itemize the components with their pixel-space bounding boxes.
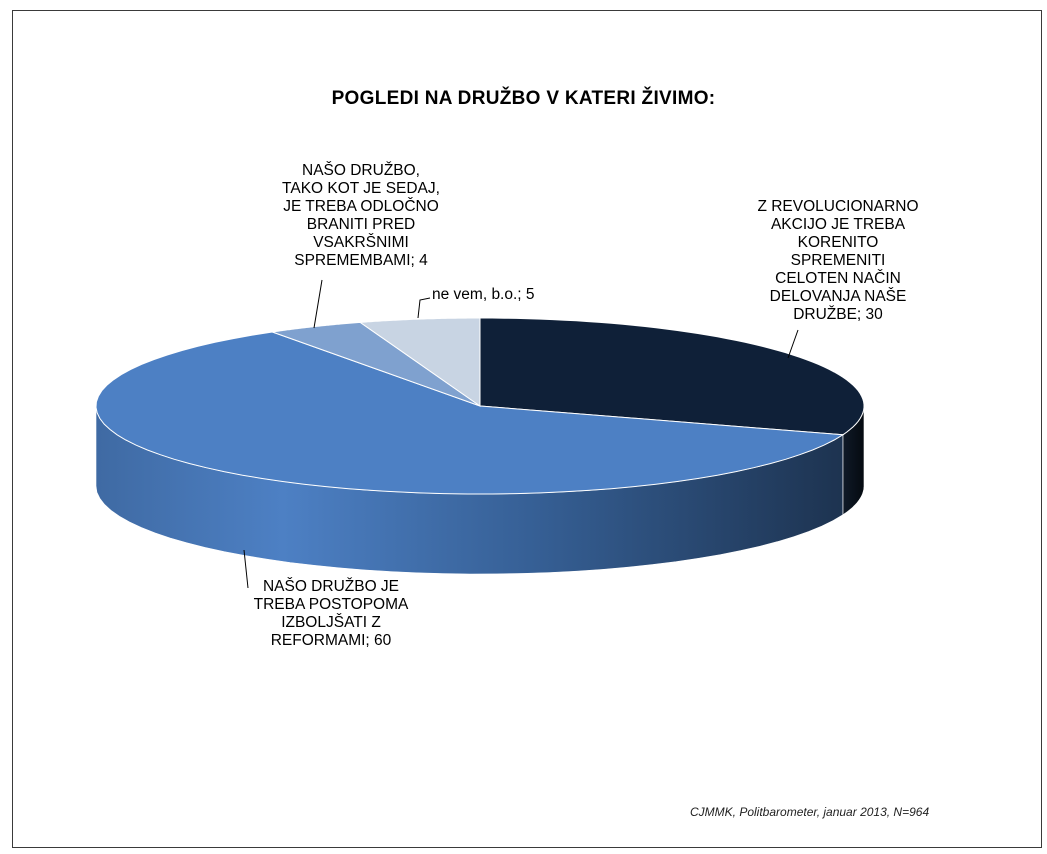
slice-reform bbox=[95, 331, 845, 495]
leader-defend bbox=[313, 279, 323, 329]
label-reform: NAŠO DRUŽBO JE TREBA POSTOPOMA IZBOLJŠAT… bbox=[253, 578, 409, 649]
label-revolution: Z REVOLUCIONARNO AKCIJO JE TREBA KORENIT… bbox=[757, 198, 919, 323]
leader-revolution bbox=[787, 329, 799, 359]
leader-reform bbox=[243, 549, 249, 589]
slice-revolution bbox=[479, 317, 865, 436]
label-defend: NAŠO DRUŽBO, TAKO KOT JE SEDAJ, JE TREBA… bbox=[282, 162, 440, 269]
chart-title: POGLEDI NA DRUŽBO V KATERI ŽIVIMO: bbox=[331, 88, 716, 109]
leader-dontknow bbox=[417, 297, 431, 319]
slice-dontknow bbox=[358, 317, 481, 407]
slice-defend bbox=[272, 321, 481, 407]
source-note: CJMMK, Politbarometer, januar 2013, N=96… bbox=[690, 805, 930, 819]
label-dontknow: ne vem, b.o.; 5 bbox=[432, 286, 535, 303]
